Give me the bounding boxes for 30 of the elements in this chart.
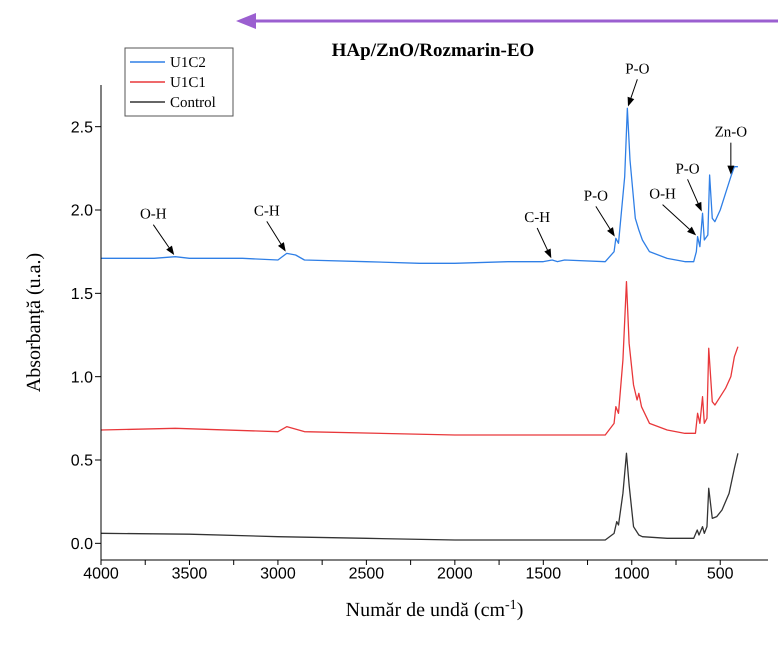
- y-tick-label: 2.5: [70, 119, 94, 136]
- annotation: P-O: [675, 161, 700, 178]
- x-tick-label: 4000: [83, 565, 119, 582]
- line-series: [101, 281, 739, 436]
- y-axis-title: Absorbanță (u.a.): [23, 252, 46, 392]
- line-series: [101, 452, 739, 541]
- x-tick-label: 2000: [437, 565, 473, 582]
- x-axis-title: Număr de undă (cm$^{-1}$): [346, 598, 524, 621]
- x-tick-label: 3000: [260, 565, 296, 582]
- y-tick-label: 0.5: [70, 452, 94, 470]
- x-tick-label: 2500: [348, 565, 384, 582]
- annotation: C-H: [524, 210, 550, 226]
- x-tick-label: 500: [706, 565, 734, 582]
- x-tick-label: 1500: [526, 565, 562, 582]
- annotation: O-H: [140, 206, 167, 223]
- x-tick-label: 3500: [172, 565, 208, 582]
- annotation: P-O: [584, 188, 608, 204]
- annotation: Zn-O: [714, 124, 748, 141]
- legend-label: U1C2: [170, 55, 206, 71]
- annotation: C-H: [254, 203, 280, 220]
- y-tick-label: 1.0: [70, 369, 94, 386]
- legend-label: U1C1: [170, 75, 206, 91]
- annotation: O-H: [649, 186, 676, 203]
- chart-title: HAp/ZnO/Rozmarin-EO: [332, 40, 534, 61]
- y-tick-label: 1.5: [70, 286, 94, 304]
- y-tick-label: 2.0: [70, 202, 94, 220]
- legend-label: Control: [170, 95, 216, 111]
- x-tick-label: 1000: [614, 565, 650, 582]
- annotation: P-O: [625, 61, 650, 78]
- y-tick-label: 0.0: [70, 536, 94, 554]
